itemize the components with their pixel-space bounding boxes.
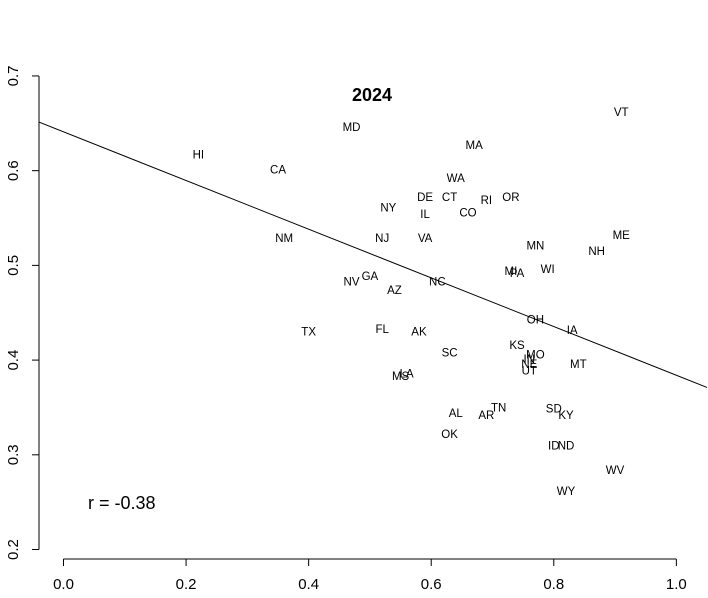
y-tick-label: 0.6 [5,160,22,181]
point-label-ca: CA [270,165,286,177]
y-tick-label: 0.2 [5,539,22,560]
y-tick-label: 0.4 [5,350,22,371]
point-label-ut: UT [522,366,537,378]
point-label-wi: WI [541,264,555,276]
point-label-fl: FL [375,324,389,336]
point-label-mn: MN [526,240,544,252]
point-label-va: VA [418,233,433,245]
y-axis-ticks: 0.2 0.3 0.4 0.5 0.6 0.7 [5,66,39,560]
point-label-ak: AK [411,327,427,339]
point-label-ia: IA [567,325,578,337]
x-tick-label: 0.8 [543,576,564,593]
point-labels: VT MD MA HI CA WA OR DE CT RI NY IL CO ME NM NJ VA MN NH WI… [193,107,631,498]
point-label-sc: SC [442,348,458,360]
point-label-oh: OH [527,314,544,326]
y-tick-label: 0.3 [5,444,22,465]
point-label-tn: TN [491,402,506,414]
point-label-ri: RI [481,195,493,207]
y-tick-label: 0.7 [5,66,22,87]
point-label-me: ME [613,230,631,242]
point-label-wy: WY [557,486,576,498]
point-label-nv: NV [344,276,360,288]
chart-title: 2024 [352,85,392,105]
point-label-ct: CT [442,192,457,204]
point-label-nj: NJ [375,233,389,245]
point-label-ne: NE [521,359,537,371]
x-axis-ticks: 0.0 0.2 0.4 0.6 0.8 1.0 [53,559,687,593]
point-label-nc: NC [429,276,446,288]
point-label-or: OR [502,192,519,204]
point-label-al: AL [449,408,464,420]
point-label-ok: OK [441,429,458,441]
point-label-nd: ND [558,440,575,452]
point-label-pa: PA [510,268,525,280]
point-label-mo: MO [526,349,545,361]
point-label-vt: VT [614,107,629,119]
correlation-annotation: r = -0.38 [88,493,156,513]
x-tick-label: 0.0 [53,576,74,593]
x-tick-label: 0.6 [421,576,442,593]
point-label-la: LA [400,368,414,380]
point-label-de: DE [417,192,433,204]
point-label-tx: TX [301,327,316,339]
point-label-wa: WA [447,173,465,185]
point-label-il: IL [420,209,430,221]
point-label-md: MD [343,122,361,134]
point-label-in: IN [524,354,536,366]
point-label-ar: AR [478,410,494,422]
point-label-wv: WV [606,465,625,477]
x-tick-label: 0.2 [176,576,197,593]
point-label-nh: NH [588,246,605,258]
point-label-mi: MI [504,266,517,278]
point-label-ms: MS [392,371,410,383]
point-label-ny: NY [380,203,396,215]
x-tick-label: 1.0 [666,576,687,593]
point-label-mt: MT [570,359,587,371]
point-label-ga: GA [362,271,379,283]
point-label-id: ID [548,440,560,452]
point-label-az: AZ [387,285,402,297]
point-label-hi: HI [193,150,205,162]
point-label-ks: KS [509,340,525,352]
point-label-nm: NM [275,233,293,245]
point-label-sd: SD [546,403,562,415]
point-label-ma: MA [465,140,483,152]
y-tick-label: 0.5 [5,255,22,276]
x-tick-label: 0.4 [298,576,319,593]
regression-line [38,121,708,388]
point-label-co: CO [459,207,476,219]
axes: 0.0 0.2 0.4 0.6 0.8 1.0 0.2 0.3 0.4 0.5 0.6 0.7 [5,66,687,593]
point-label-ky: KY [558,410,574,422]
